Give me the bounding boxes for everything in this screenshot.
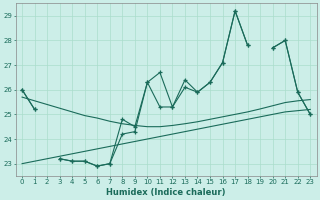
X-axis label: Humidex (Indice chaleur): Humidex (Indice chaleur) — [107, 188, 226, 197]
